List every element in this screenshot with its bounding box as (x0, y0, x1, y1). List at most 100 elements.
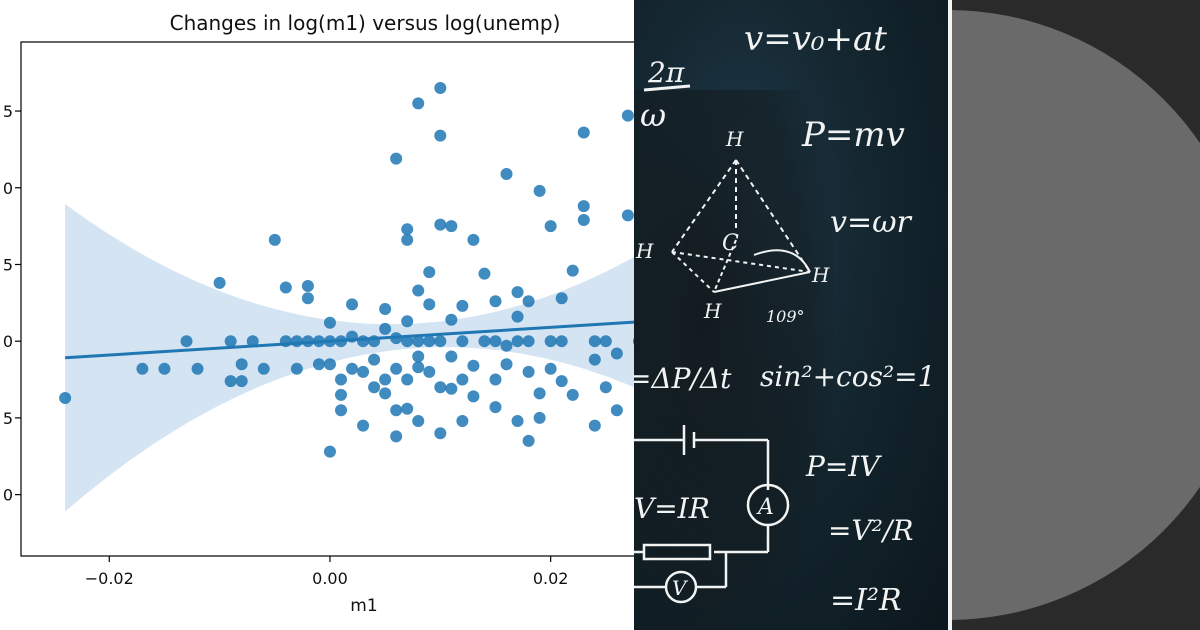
voltmeter-label: V (672, 576, 689, 600)
scatter-point (500, 339, 513, 352)
scatter-point (301, 292, 314, 305)
scatter-point (511, 335, 524, 348)
scatter-point (489, 295, 502, 308)
disc-graphic (952, 10, 1200, 620)
regression-line-layer (65, 320, 634, 360)
scatter-point (368, 353, 381, 366)
atom-h-right: H (811, 263, 830, 287)
scatter-point (401, 223, 414, 236)
scatter-point (368, 381, 381, 394)
scatter-point (544, 220, 557, 233)
x-axis-ticks: −0.020.000.020.040. (85, 556, 568, 588)
x-tick-label: −0.02 (85, 569, 134, 588)
scatter-point (434, 129, 447, 142)
scatter-point (434, 381, 447, 394)
scatter-point (445, 350, 458, 363)
scatter-point (478, 267, 491, 280)
scatter-point (511, 286, 524, 299)
panel-divider (948, 0, 952, 630)
chalkboard-drawing: v=v₀+at 2π ω P=mv v=ωr H H H C H 109° =Δ… (634, 19, 935, 618)
scatter-point (290, 362, 303, 375)
scatter-point (533, 387, 546, 400)
scatter-point (257, 362, 270, 375)
fraction-bar (643, 84, 691, 92)
scatter-point (357, 419, 370, 432)
scatter-point (390, 152, 403, 165)
scatter-point (401, 335, 414, 348)
scatter-point (312, 358, 325, 371)
formula-velocity: v=v₀+at (744, 19, 887, 59)
scatter-point (235, 358, 248, 371)
scatter-point (224, 335, 237, 348)
scatter-point (235, 375, 248, 388)
formula-power-i2r: =I²R (830, 583, 902, 618)
chalkboard-photo: v=v₀+at 2π ω P=mv v=ωr H H H C H 109° =Δ… (634, 0, 948, 630)
scatter-point (346, 362, 359, 375)
scatter-point (632, 337, 634, 345)
formula-angular-velocity: v=ωr (830, 205, 913, 240)
scatter-point (423, 335, 436, 348)
scatter-point (588, 353, 601, 366)
scatter-point (478, 335, 491, 348)
scatter-point (379, 302, 392, 315)
scatter-point (401, 315, 414, 328)
scatter-point (335, 388, 347, 401)
scatter-point (323, 445, 336, 458)
formula-two-pi: 2π (647, 56, 685, 89)
scatter-point (191, 362, 204, 375)
scatter-point (588, 335, 601, 348)
scatter-point (224, 375, 237, 388)
scatter-point (467, 390, 480, 403)
scatter-point (290, 335, 303, 348)
ammeter-label: A (756, 495, 774, 520)
scatter-point (599, 335, 612, 348)
plot-area-frame (20, 41, 634, 557)
scatter-point (445, 382, 458, 395)
scatter-point (511, 310, 524, 323)
scatter-point (323, 316, 336, 329)
scatter-point (246, 335, 259, 348)
scatter-point (423, 266, 436, 279)
scatter-point (566, 264, 579, 277)
scatter-point (401, 233, 414, 246)
scatter-point (522, 365, 535, 378)
scatter-point (390, 404, 403, 417)
scatter-point (489, 335, 502, 348)
scatter-point (522, 295, 535, 308)
scatter-point (357, 335, 370, 348)
scatter-point (522, 335, 535, 348)
scatter-points-layer (59, 82, 634, 458)
scatter-point (610, 404, 623, 417)
scatter-point (434, 82, 447, 95)
scatter-point (467, 359, 480, 372)
scatter-point (379, 373, 392, 386)
formula-power-v2r: =V²/R (828, 514, 913, 547)
scatter-point (412, 97, 425, 110)
scatter-point (401, 373, 414, 386)
scatter-point (456, 299, 469, 312)
y-tick-label: 5 (3, 102, 13, 121)
scatter-point (401, 402, 414, 415)
y-axis-ticks: 0 5 0 5 0 5 (3, 102, 21, 505)
scatter-point (434, 218, 447, 231)
scatter-point (555, 292, 568, 305)
scatter-point (180, 335, 193, 348)
regression-line (65, 320, 634, 360)
scatter-point (390, 362, 403, 375)
formula-trig-identity: sin²+cos²=1 (760, 360, 935, 393)
scatter-point (456, 335, 469, 348)
scatter-point (412, 361, 425, 374)
formula-force: =ΔP/Δt (634, 362, 732, 395)
bond-angle-label: 109° (766, 307, 805, 326)
grey-disc-image (952, 0, 1200, 630)
y-tick-label: 5 (3, 255, 13, 274)
scatter-point (390, 430, 403, 443)
scatter-point (456, 414, 469, 427)
scatter-point (445, 220, 458, 233)
y-tick-label: 5 (3, 409, 13, 428)
scatter-point (136, 362, 149, 375)
scatter-point (158, 362, 171, 375)
atom-h-left: H (635, 239, 654, 263)
scatter-point (544, 362, 557, 375)
scatter-point (588, 419, 601, 432)
